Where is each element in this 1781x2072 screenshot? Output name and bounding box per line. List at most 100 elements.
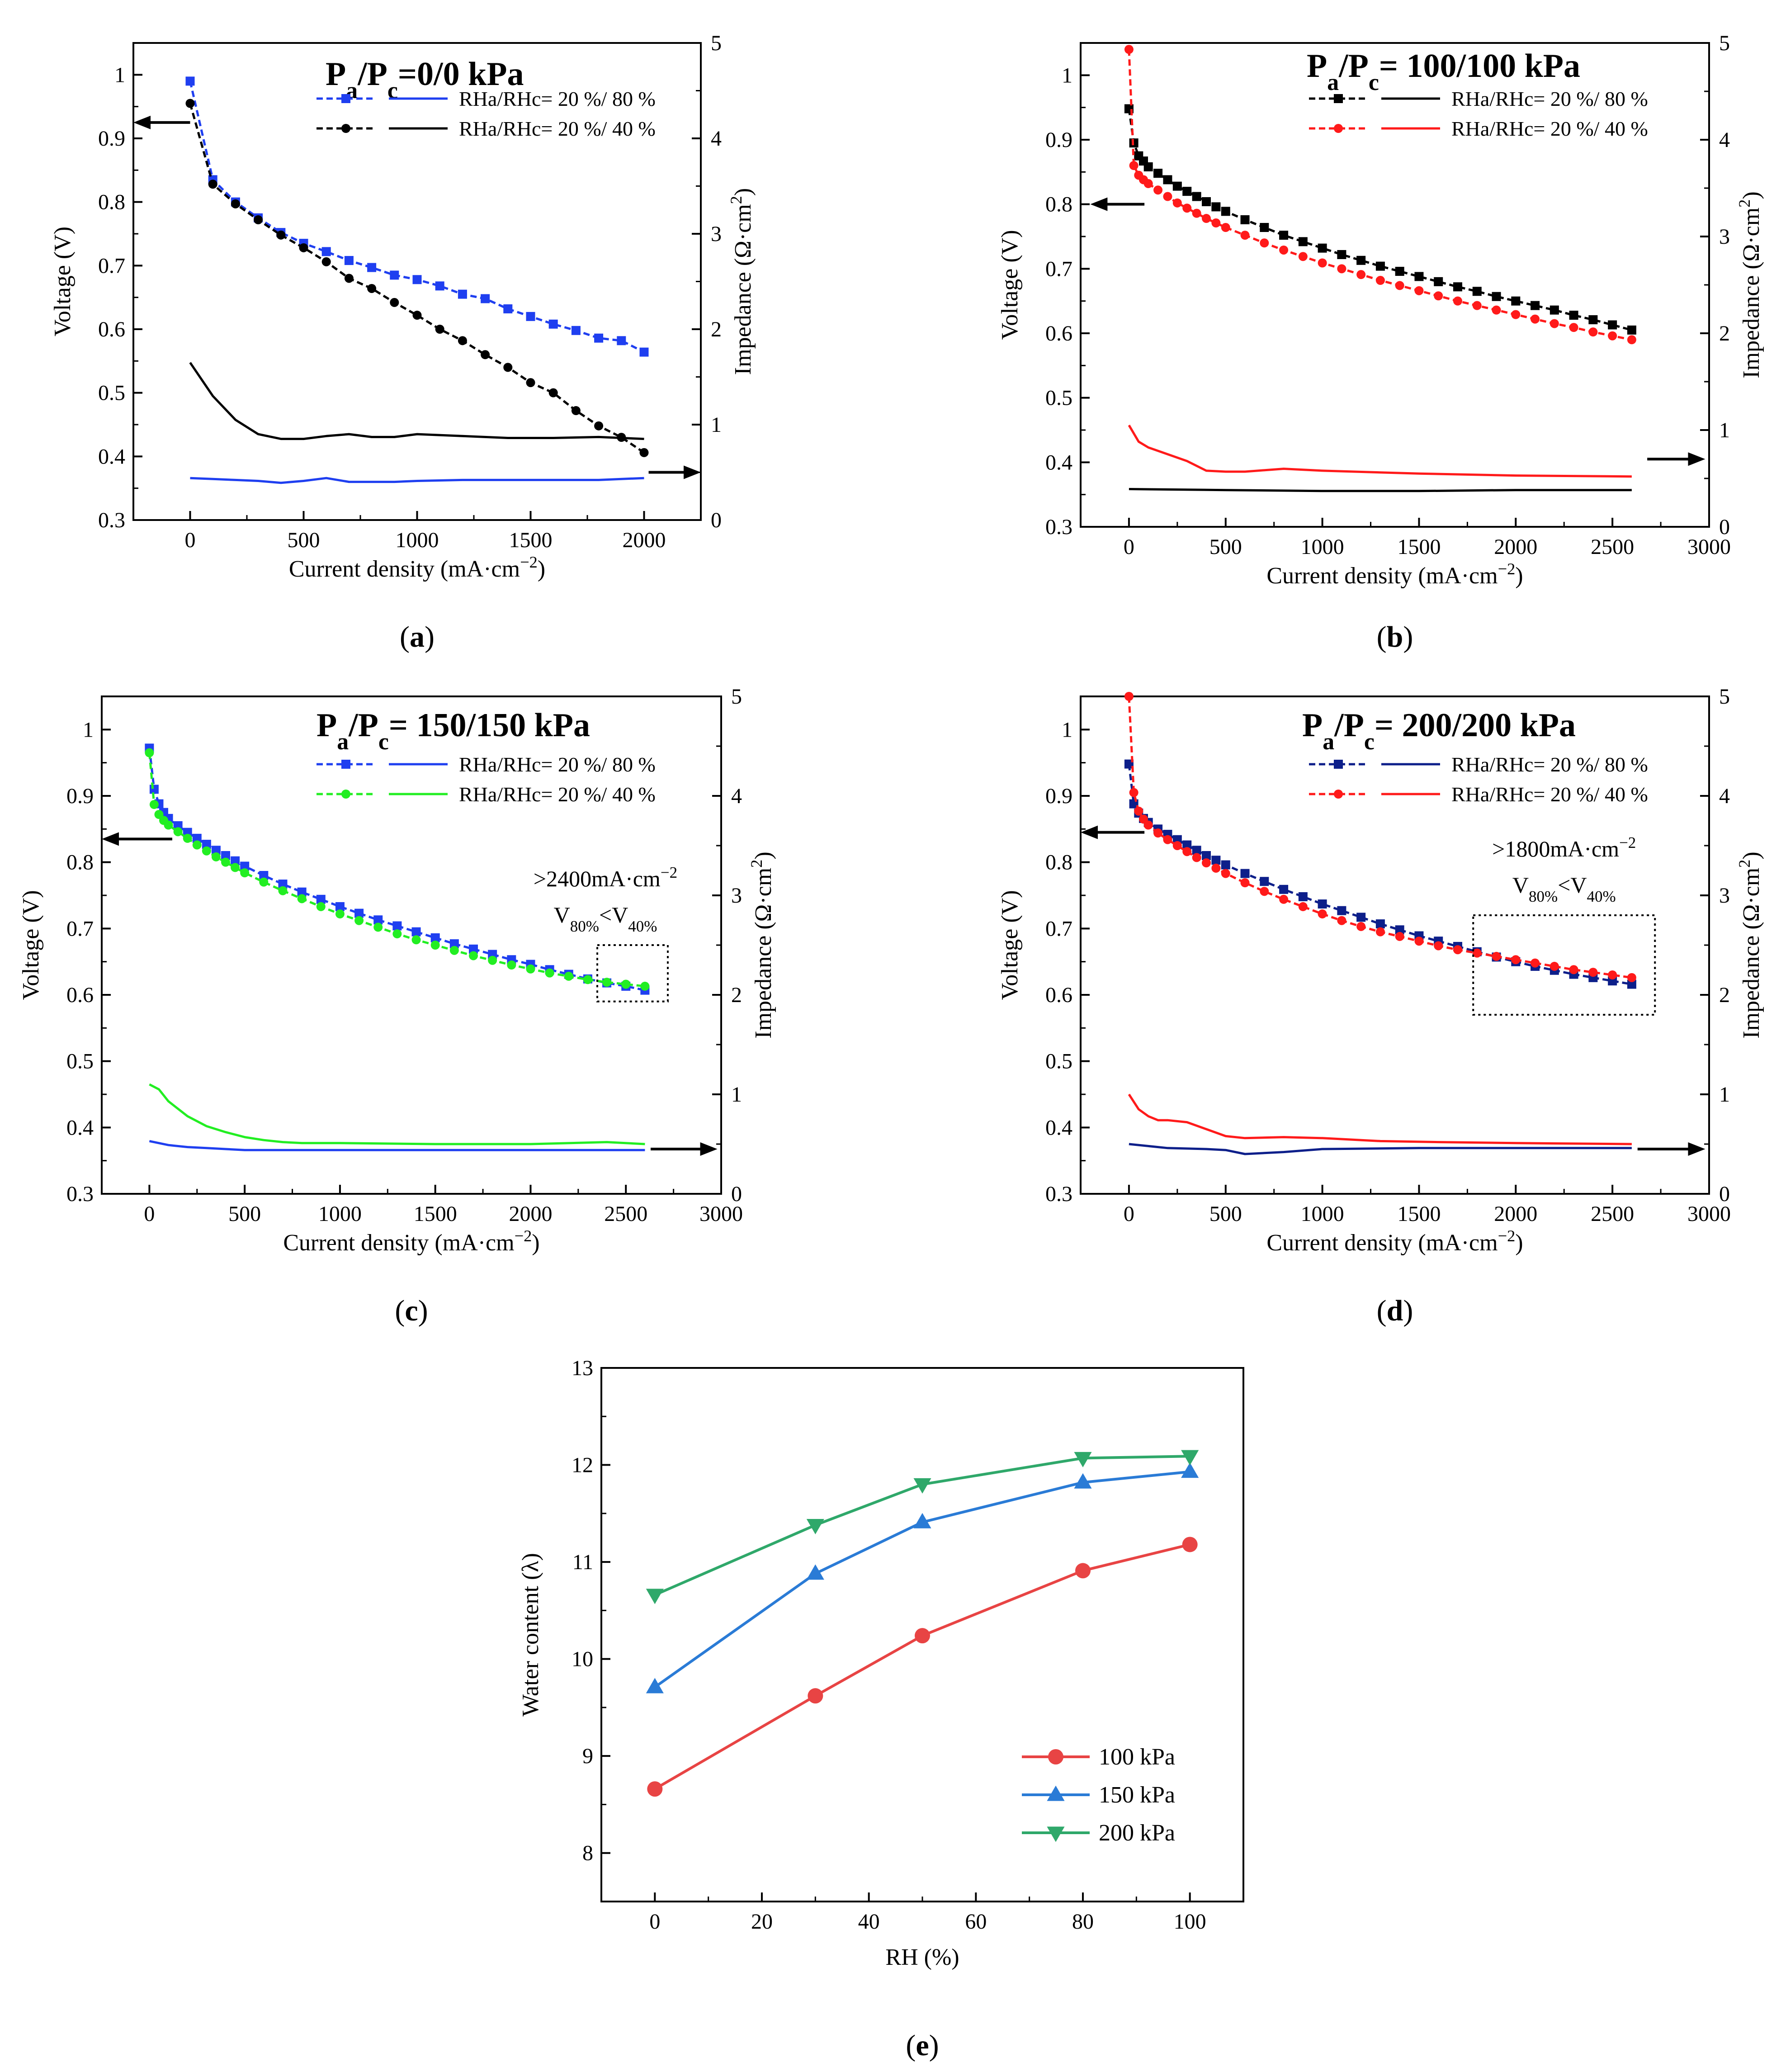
y-tick-label: 0.4 xyxy=(66,1116,94,1140)
y-axis-label: Water content (λ) xyxy=(518,1553,543,1717)
data-point xyxy=(1221,207,1230,216)
y-tick-label: 13 xyxy=(572,1356,593,1380)
y2-tick-label: 4 xyxy=(1719,784,1730,808)
data-point xyxy=(1627,325,1636,335)
y-tick-label: 0.3 xyxy=(1045,1182,1072,1206)
data-point xyxy=(646,1678,664,1694)
data-point xyxy=(1240,231,1250,240)
data-point xyxy=(1182,203,1192,213)
x-tick-label: 3000 xyxy=(1687,535,1731,559)
data-point xyxy=(1143,820,1153,830)
x-tick-label: 500 xyxy=(288,528,320,552)
data-point xyxy=(646,1589,664,1604)
x-tick-label: 80 xyxy=(1072,1910,1094,1934)
data-point xyxy=(1074,1473,1092,1489)
annotation-current: >2400mA·cm−2 xyxy=(534,864,677,892)
series-line xyxy=(1128,1093,1632,1145)
series-main-0 xyxy=(647,1537,1198,1797)
left-axis-arrow xyxy=(1081,825,1145,839)
data-point xyxy=(640,981,650,991)
y-tick-label: 0.7 xyxy=(1045,257,1072,281)
panel-title: Pa/Pc= 200/200 kPa xyxy=(1302,707,1576,755)
data-point xyxy=(1192,853,1201,862)
data-point xyxy=(211,846,221,855)
data-point xyxy=(430,933,440,942)
panel-caption: (c) xyxy=(395,1294,428,1327)
data-point xyxy=(1260,223,1269,232)
legend-marker xyxy=(341,124,350,133)
data-point xyxy=(458,289,467,299)
data-point xyxy=(1172,198,1182,208)
y2-tick-label: 0 xyxy=(1719,1182,1730,1206)
y2-axis-label: Impedance (Ω·cm2) xyxy=(1735,852,1764,1038)
y2-tick-label: 5 xyxy=(1719,31,1730,55)
y2-tick-label: 3 xyxy=(711,222,722,246)
legend-label: 150 kPa xyxy=(1099,1782,1175,1808)
left-axis-arrow xyxy=(102,832,172,846)
right-axis-arrow xyxy=(1647,452,1705,466)
data-point xyxy=(1240,878,1250,888)
x-tick-label: 2000 xyxy=(1494,535,1537,559)
legend-item: RHa/RHc= 20 %/ 80 % xyxy=(317,753,656,776)
data-point xyxy=(1472,287,1482,296)
data-point xyxy=(1279,231,1289,240)
y2-tick-label: 0 xyxy=(711,508,722,532)
series-line xyxy=(1128,49,1632,341)
legend-label: RHa/RHc= 20 %/ 80 % xyxy=(459,87,656,110)
x-tick-label: 1500 xyxy=(509,528,553,552)
panel-e: 0 20 40 60 80 100 8 9 10 11 12 13 RH (%) Water conten… xyxy=(518,1356,1244,2062)
legend: RHa/RHc= 20 %/ 80 % RHa/RHc= 20 %/ 40 % xyxy=(1309,753,1648,806)
data-point xyxy=(390,270,399,280)
series-line xyxy=(148,748,645,992)
data-point xyxy=(321,257,331,266)
data-point xyxy=(1129,788,1139,797)
data-point xyxy=(1318,899,1327,909)
data-point xyxy=(913,1513,931,1528)
data-point xyxy=(354,916,364,925)
left-axis-arrow xyxy=(133,115,190,129)
legend-item: 100 kPa xyxy=(1022,1744,1175,1770)
data-point xyxy=(488,956,497,965)
x-axis-label: Current density (mA·cm−2) xyxy=(289,553,545,582)
data-point xyxy=(1182,847,1192,856)
data-point xyxy=(164,820,173,830)
y-tick-label: 1 xyxy=(1062,63,1072,87)
data-point xyxy=(211,852,221,861)
data-point xyxy=(1153,828,1163,838)
x-tick-label: 20 xyxy=(751,1910,773,1934)
data-point xyxy=(1298,902,1308,911)
data-point xyxy=(1211,856,1221,865)
y-axis-label: Voltage (V) xyxy=(18,890,44,1000)
data-point xyxy=(806,1519,824,1534)
legend-label: RHa/RHc= 20 %/ 40 % xyxy=(459,117,656,140)
legend-marker xyxy=(1334,760,1343,769)
data-point xyxy=(602,978,612,987)
x-axis-label: Current density (mA·cm−2) xyxy=(1266,1227,1523,1256)
data-point xyxy=(208,180,217,189)
x-tick-label: 1500 xyxy=(1397,1202,1441,1226)
data-point xyxy=(316,894,326,904)
y-tick-label: 0.9 xyxy=(1045,128,1072,152)
data-point xyxy=(1531,958,1540,968)
x-tick-label: 100 xyxy=(1174,1910,1206,1934)
legend-label: RHa/RHc= 20 %/ 80 % xyxy=(1451,753,1648,776)
x-tick-label: 2000 xyxy=(1494,1202,1537,1226)
data-point xyxy=(1472,301,1482,310)
panel-c: 0 500 1000 1500 2000 2500 3000 0.3 0.4 0.5 0.6 0.7 0… xyxy=(18,685,776,1327)
x-tick-label: 40 xyxy=(858,1910,880,1934)
x-tick-label: 60 xyxy=(965,1910,987,1934)
data-point xyxy=(231,199,240,208)
data-point xyxy=(639,448,649,457)
x-tick-label: 1000 xyxy=(1301,1202,1344,1226)
data-point xyxy=(1240,215,1250,224)
data-point xyxy=(1608,320,1617,330)
x-tick-label: 1000 xyxy=(1301,535,1344,559)
y-tick-label: 10 xyxy=(572,1647,593,1671)
legend-item: RHa/RHc= 20 %/ 40 % xyxy=(1309,117,1648,140)
x-tick-label: 1500 xyxy=(1397,535,1441,559)
right-axis-arrow xyxy=(651,1142,718,1156)
y-tick-label: 0.3 xyxy=(1045,515,1072,539)
y2-tick-label: 1 xyxy=(1719,418,1730,442)
data-point xyxy=(1550,961,1559,971)
data-point xyxy=(1550,319,1559,328)
